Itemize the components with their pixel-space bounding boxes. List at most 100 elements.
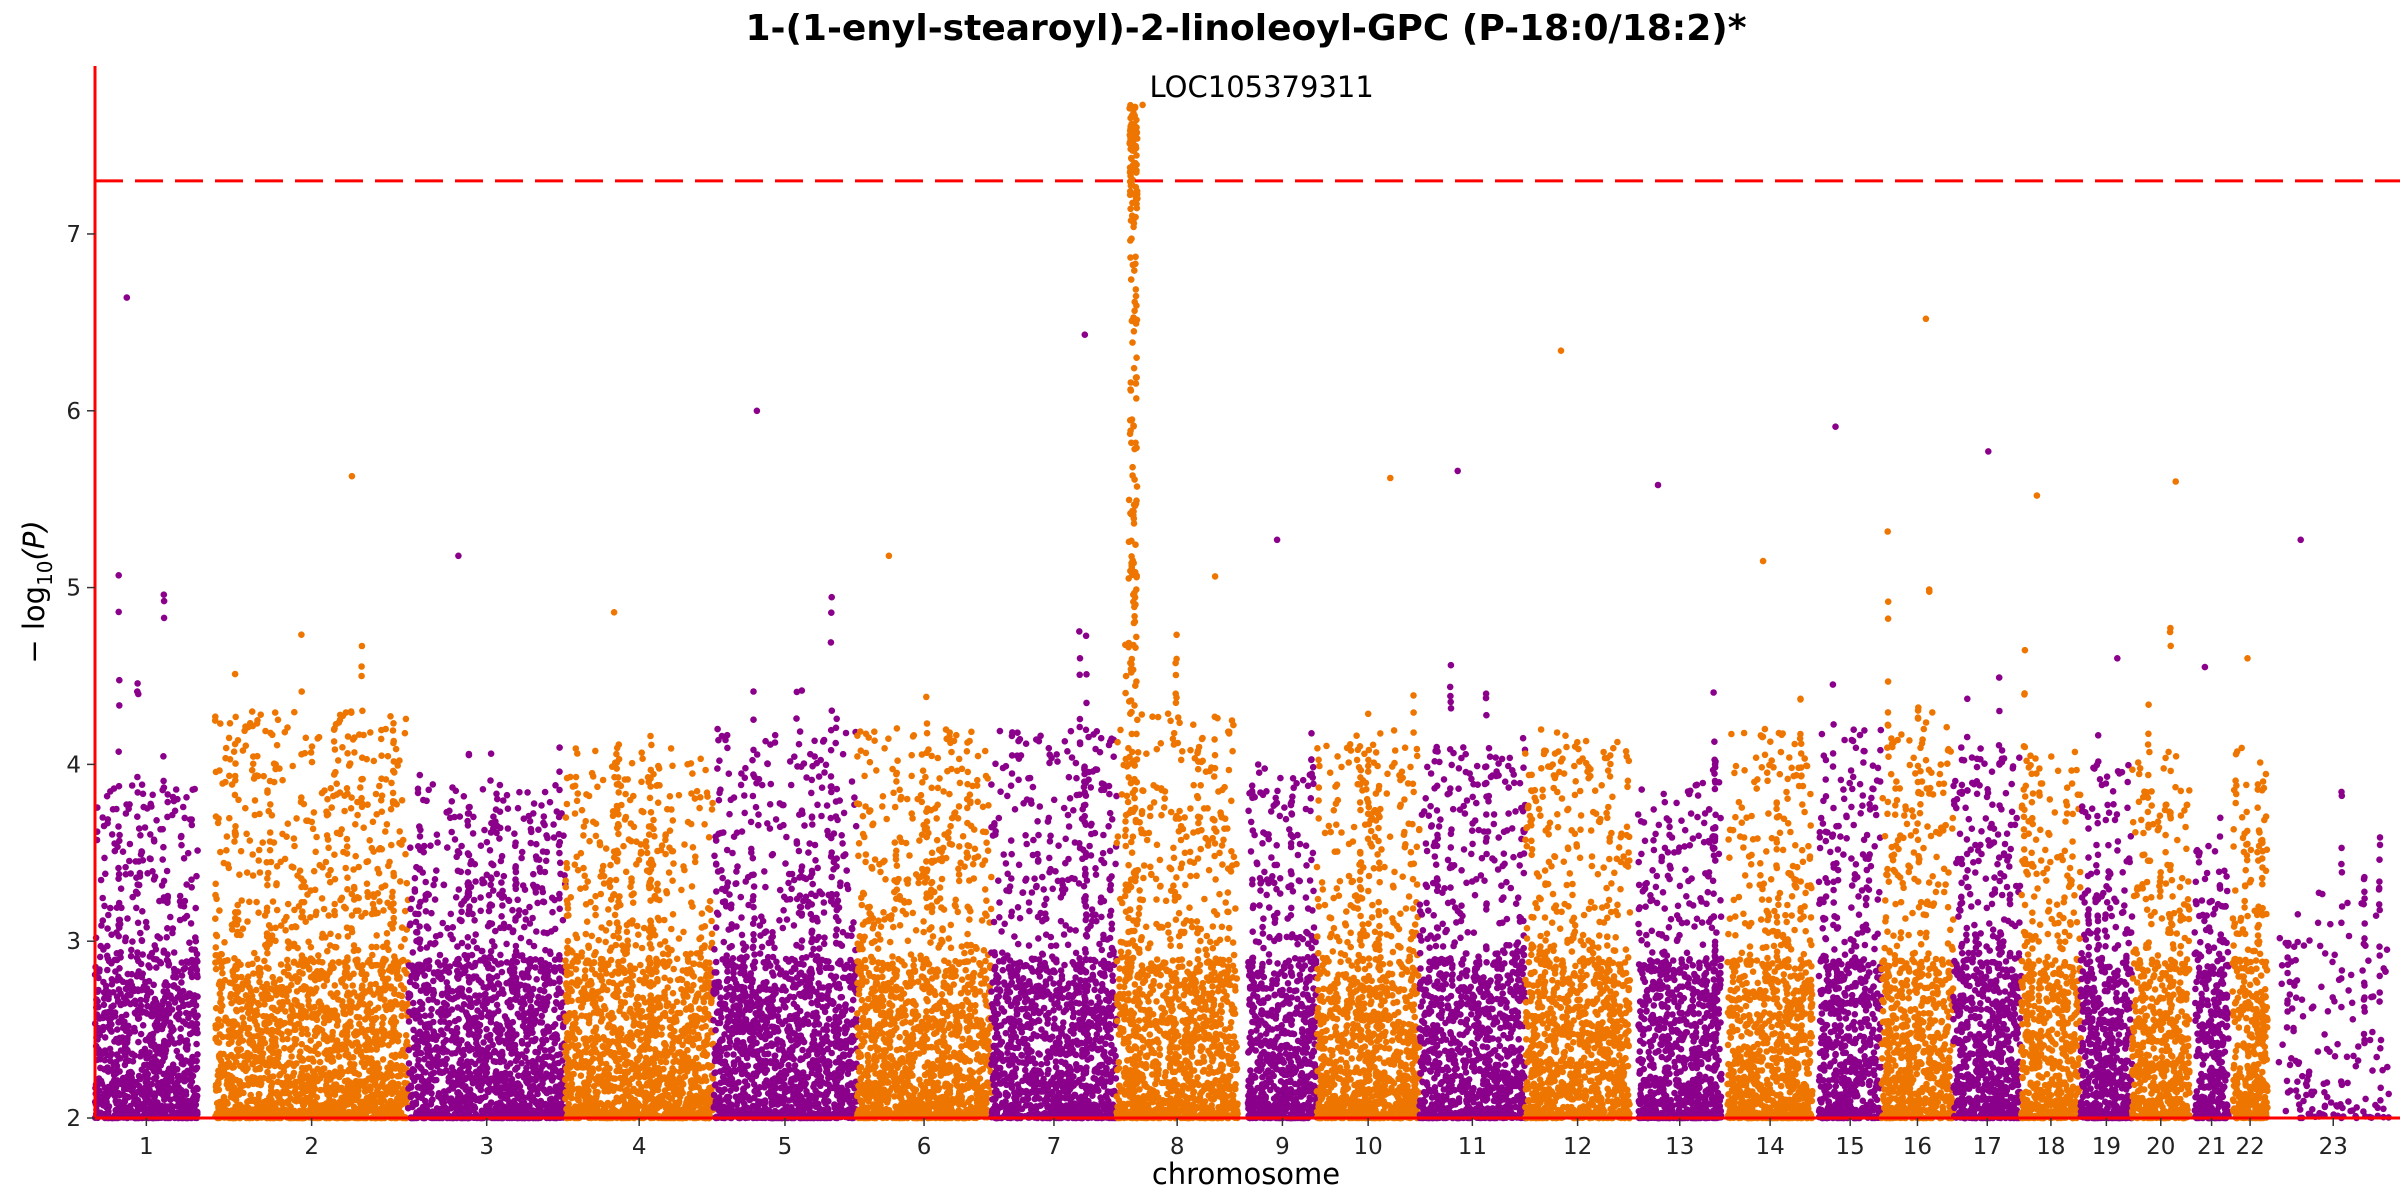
snp-point — [335, 958, 343, 966]
snp-point — [338, 979, 346, 986]
snp-point — [349, 1054, 357, 1061]
snp-point — [308, 818, 316, 826]
snp-point — [134, 919, 142, 927]
snp-point — [427, 842, 434, 849]
snp-point — [178, 832, 185, 840]
snp-point — [319, 959, 326, 966]
snp-point — [364, 889, 371, 896]
snp-point — [169, 1085, 177, 1092]
snp-point — [113, 956, 121, 964]
snp-point — [476, 992, 483, 999]
snp-point — [160, 877, 168, 885]
snp-point — [343, 924, 351, 931]
snp-point — [188, 876, 195, 883]
snp-point — [465, 910, 472, 918]
snp-point — [342, 972, 350, 979]
snp-point — [134, 1088, 141, 1096]
snp-point — [487, 948, 495, 955]
snp-point — [164, 925, 171, 932]
snp-point — [192, 904, 199, 912]
snp-point — [136, 1075, 144, 1083]
snp-point — [309, 1068, 317, 1075]
snp-point — [340, 903, 348, 911]
snp-point — [543, 1002, 550, 1010]
snp-point — [102, 986, 110, 994]
snp-point — [521, 1018, 528, 1025]
snp-point — [105, 995, 112, 1003]
snp-point — [239, 1014, 247, 1021]
snp-point — [136, 873, 144, 880]
snp-point — [153, 1010, 160, 1017]
snp-point — [224, 1077, 231, 1084]
snp-point — [227, 1051, 235, 1059]
snp-point — [223, 847, 230, 854]
snp-point — [550, 821, 557, 828]
snp-point — [281, 1044, 288, 1052]
snp-point — [116, 837, 123, 845]
snp-point — [556, 849, 563, 857]
snp-point — [479, 786, 487, 793]
snp-point — [550, 1099, 557, 1107]
chromosome-3-top-snp — [455, 552, 462, 560]
snp-point — [96, 953, 104, 961]
snp-point — [408, 1092, 415, 1099]
snp-point — [454, 973, 461, 981]
snp-point — [520, 1071, 528, 1078]
snp-point — [514, 1064, 521, 1071]
snp-point — [358, 776, 365, 783]
snp-point — [177, 902, 185, 909]
snp-point — [322, 858, 330, 866]
snp-point — [465, 986, 473, 994]
snp-point — [407, 1082, 415, 1090]
snp-point — [244, 1001, 252, 1009]
snp-point — [307, 943, 315, 951]
snp-point — [173, 1079, 181, 1086]
snp-point — [139, 951, 146, 958]
snp-point — [358, 913, 365, 920]
snp-point — [290, 864, 297, 871]
chromosome-4-points — [562, 609, 717, 1122]
snp-point — [154, 1109, 161, 1117]
snp-point — [257, 1081, 265, 1089]
snp-point — [465, 851, 473, 859]
snp-point — [511, 830, 518, 837]
snp-point — [298, 1064, 306, 1072]
snp-point — [337, 1064, 344, 1071]
snp-point — [544, 994, 551, 1002]
snp-point — [532, 964, 539, 971]
snp-point — [471, 917, 478, 924]
snp-point — [219, 969, 226, 977]
snp-point — [354, 811, 361, 819]
snp-point — [343, 1028, 351, 1035]
snp-point — [264, 787, 271, 794]
snp-point — [266, 829, 274, 836]
snp-point — [134, 680, 141, 687]
snp-point — [530, 942, 538, 950]
snp-point — [452, 894, 460, 901]
snp-point — [163, 1080, 171, 1087]
snp-point — [530, 1085, 538, 1093]
snp-point — [500, 893, 508, 900]
snp-point — [106, 1045, 114, 1053]
snp-point — [101, 1034, 109, 1041]
snp-point — [190, 997, 198, 1005]
snp-point — [452, 787, 460, 795]
snp-point — [377, 735, 385, 743]
snp-point — [473, 1039, 480, 1047]
snp-point — [369, 818, 377, 826]
snp-point — [133, 1096, 140, 1103]
snp-point — [543, 1036, 550, 1044]
snp-point — [432, 1036, 440, 1044]
snp-point — [496, 1038, 503, 1046]
snp-point — [134, 949, 141, 956]
snp-point — [294, 1020, 302, 1028]
snp-point — [237, 1084, 245, 1091]
snp-point — [390, 1014, 398, 1021]
snp-point — [512, 986, 520, 994]
snp-point — [159, 856, 166, 863]
snp-point — [341, 807, 348, 815]
snp-point — [148, 1004, 155, 1012]
snp-point — [221, 1107, 229, 1114]
snp-point — [265, 922, 273, 929]
snp-point — [395, 1090, 403, 1098]
